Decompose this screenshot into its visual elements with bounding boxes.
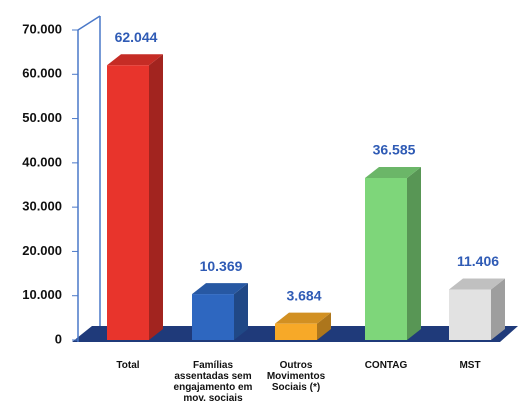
bar-side bbox=[317, 312, 331, 340]
bar-top bbox=[365, 166, 421, 178]
bar bbox=[275, 323, 317, 340]
y-tick-label: 60.000 bbox=[22, 66, 62, 81]
y-tick-label: 40.000 bbox=[22, 154, 62, 169]
value-label: 10.369 bbox=[200, 258, 243, 274]
value-label: 62.044 bbox=[115, 29, 158, 45]
y-tick-label: 50.000 bbox=[22, 110, 62, 125]
bar bbox=[192, 294, 234, 340]
y-tick-label: 0 bbox=[55, 331, 62, 346]
value-label: 36.585 bbox=[373, 142, 416, 158]
y-tick-label: 20.000 bbox=[22, 243, 62, 258]
bar-top bbox=[107, 54, 163, 66]
bar-side bbox=[149, 54, 163, 341]
value-label: 11.406 bbox=[457, 253, 499, 269]
bar bbox=[365, 177, 407, 340]
x-tick-label: Outros Movimentos Sociais (*) bbox=[266, 360, 326, 393]
x-tick-label: MST bbox=[459, 360, 481, 371]
bar-side bbox=[234, 283, 248, 340]
bar-top bbox=[192, 283, 248, 295]
x-tick-label: Total bbox=[116, 360, 140, 371]
bar-top bbox=[449, 278, 505, 290]
y-tick-label: 70.000 bbox=[22, 21, 62, 36]
x-tick-label: Famílias assentadas sem engajamento em m… bbox=[173, 360, 253, 404]
bar-side bbox=[407, 166, 421, 340]
value-label: 3.684 bbox=[286, 287, 321, 303]
x-tick-label: CONTAG bbox=[364, 360, 408, 371]
axis-depth bbox=[77, 15, 101, 31]
y-tick-label: 10.000 bbox=[22, 287, 62, 302]
bar bbox=[449, 289, 491, 340]
bar-side bbox=[491, 278, 505, 340]
bar-top bbox=[275, 312, 331, 324]
bar bbox=[107, 65, 149, 341]
y-tick-label: 30.000 bbox=[22, 199, 62, 214]
